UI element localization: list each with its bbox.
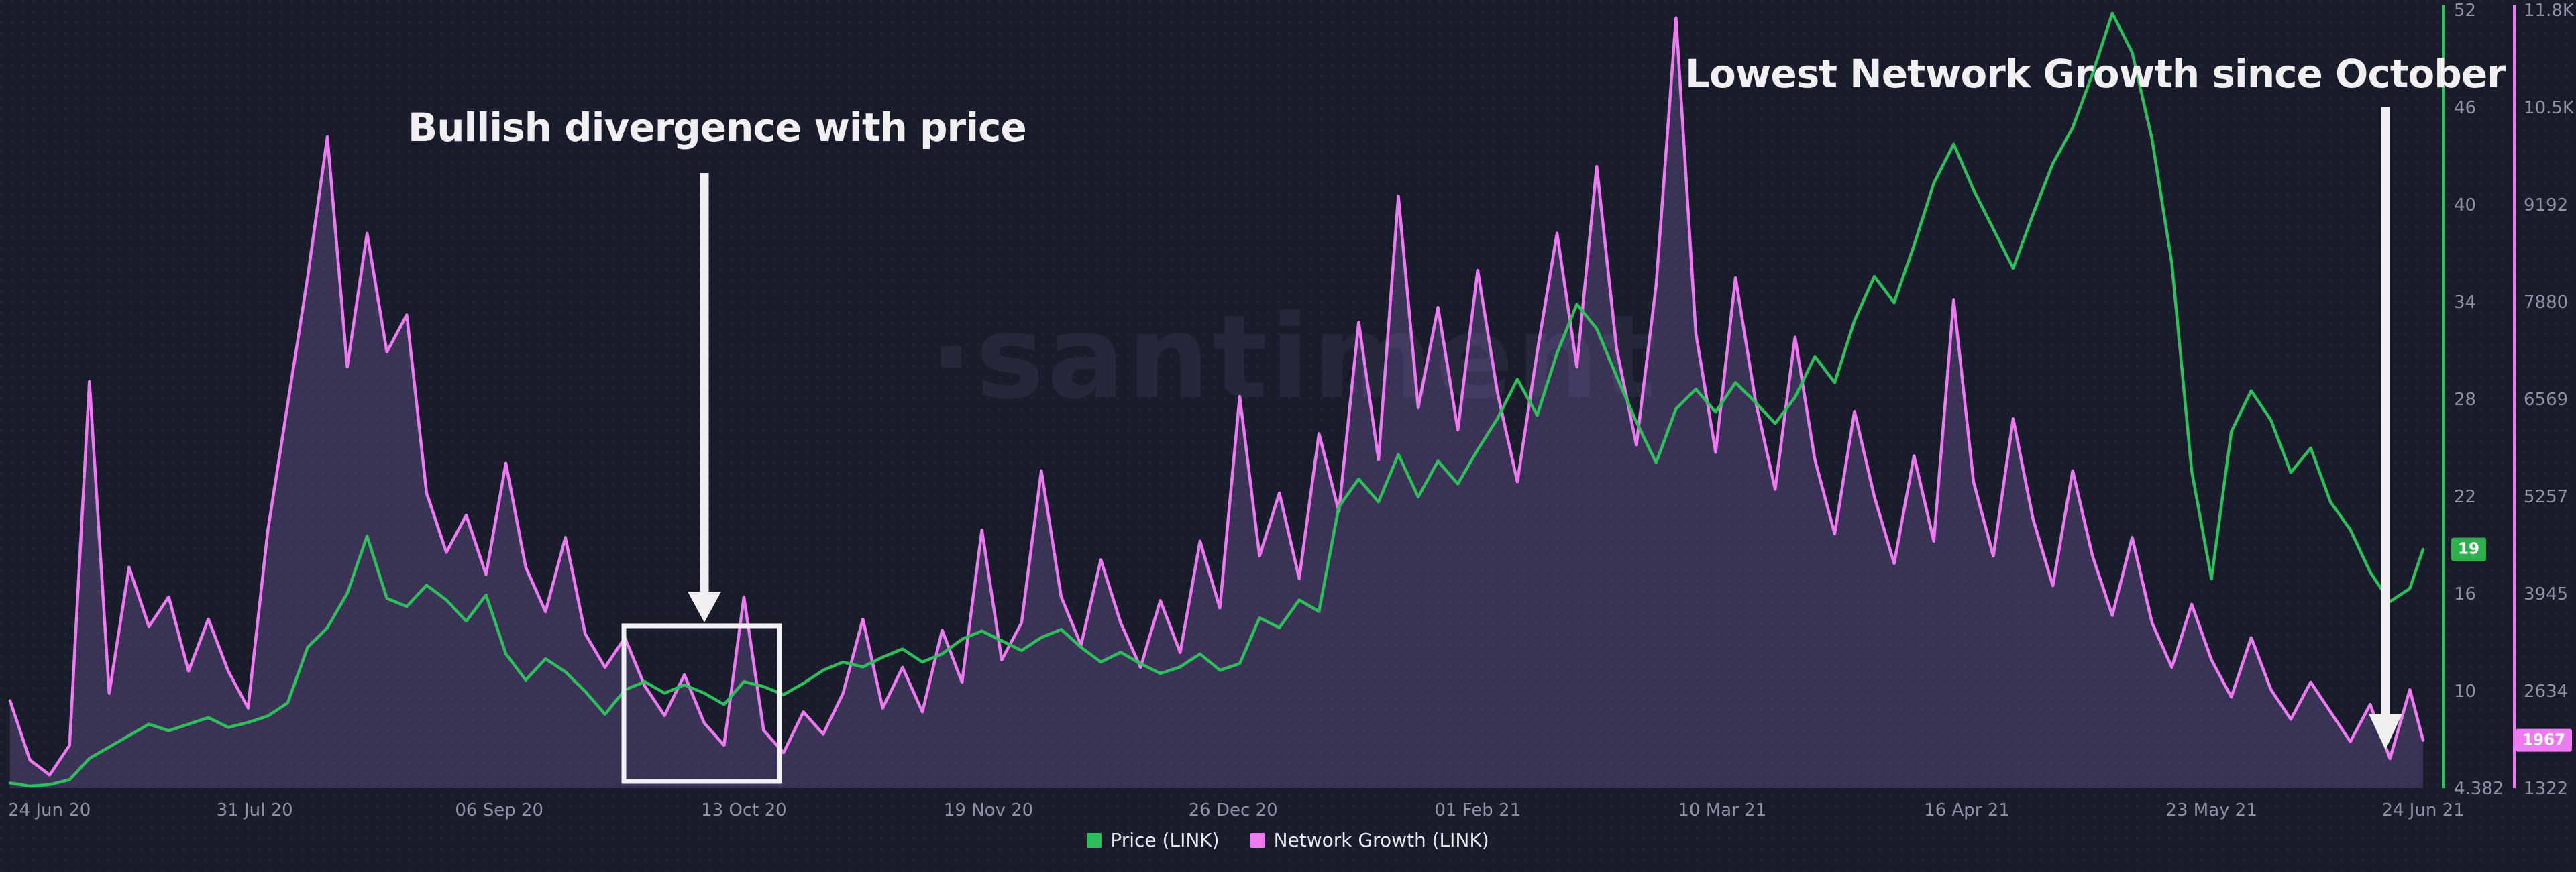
price-axis-tick-label: 46 (2454, 98, 2476, 118)
x-axis-tick-label: 01 Feb 21 (1434, 800, 1521, 820)
x-axis-tick-label: 24 Jun 21 (2381, 800, 2464, 820)
network-growth-axis-tick-label: 3945 (2524, 584, 2568, 604)
network-growth-area (10, 17, 2423, 788)
x-axis-tick-label: 31 Jul 20 (217, 800, 293, 820)
price-legend-swatch-icon (1087, 832, 1102, 848)
x-axis-tick-label: 06 Sep 20 (455, 800, 543, 820)
price-axis-tick-label: 4.382 (2454, 779, 2504, 799)
network-growth-axis-tick-label: 2634 (2524, 682, 2568, 702)
network-growth-legend-swatch-icon (1250, 832, 1265, 848)
network-growth-axis-tick-label: 1322 (2524, 779, 2568, 799)
network-growth-current-value-badge: 1967 (2516, 728, 2573, 753)
price-axis-tick-label: 52 (2454, 1, 2476, 21)
price-axis-tick-label: 28 (2454, 390, 2476, 410)
bullish-divergence-highlight-box (621, 623, 782, 784)
network-growth-axis-tick-label: 6569 (2524, 390, 2568, 410)
network-growth-axis-tick-label: 10.5K (2524, 98, 2575, 118)
x-axis-tick-label: 10 Mar 21 (1678, 800, 1767, 820)
price-current-value-badge: 19 (2451, 537, 2487, 561)
network-growth-line (8, 16, 2425, 777)
network-growth-axis-tick-label: 9192 (2524, 195, 2568, 215)
price-axis-tick-label: 16 (2454, 584, 2476, 604)
x-axis-tick-label: 16 Apr 21 (1924, 800, 2010, 820)
legend-item-network-growth[interactable]: Network Growth (LINK) (1250, 829, 1489, 851)
price-legend-label: Price (LINK) (1110, 829, 1220, 851)
chart-legend: Price (LINK) Network Growth (LINK) (0, 829, 2576, 851)
network-growth-legend-label: Network Growth (LINK) (1273, 829, 1489, 851)
x-axis-tick-label: 24 Jun 20 (8, 800, 91, 820)
network-growth-axis-tick-label: 5257 (2524, 487, 2568, 507)
price-axis-tick-label: 22 (2454, 487, 2476, 507)
network-growth-axis-tick-label: 7880 (2524, 292, 2568, 313)
bullish-arrow-head (688, 592, 721, 622)
x-axis-tick-label: 26 Dec 20 (1189, 800, 1278, 820)
lowest-arrow-head (2369, 714, 2402, 750)
x-axis-tick-label: 19 Nov 20 (944, 800, 1033, 820)
legend-item-price[interactable]: Price (LINK) (1087, 829, 1220, 851)
price-axis-tick-label: 10 (2454, 682, 2476, 702)
price-axis-tick-label: 34 (2454, 292, 2476, 313)
price-line (8, 11, 2425, 788)
x-axis-tick-label: 23 May 21 (2165, 800, 2257, 820)
x-axis-tick-label: 13 Oct 20 (701, 800, 787, 820)
annotation-bullish-divergence: Bullish divergence with price (408, 105, 1027, 150)
price-axis-tick-label: 40 (2454, 195, 2476, 215)
network-growth-axis-tick-label: 11.8K (2524, 1, 2575, 21)
annotation-lowest-network-growth: Lowest Network Growth since October (1685, 51, 2506, 97)
